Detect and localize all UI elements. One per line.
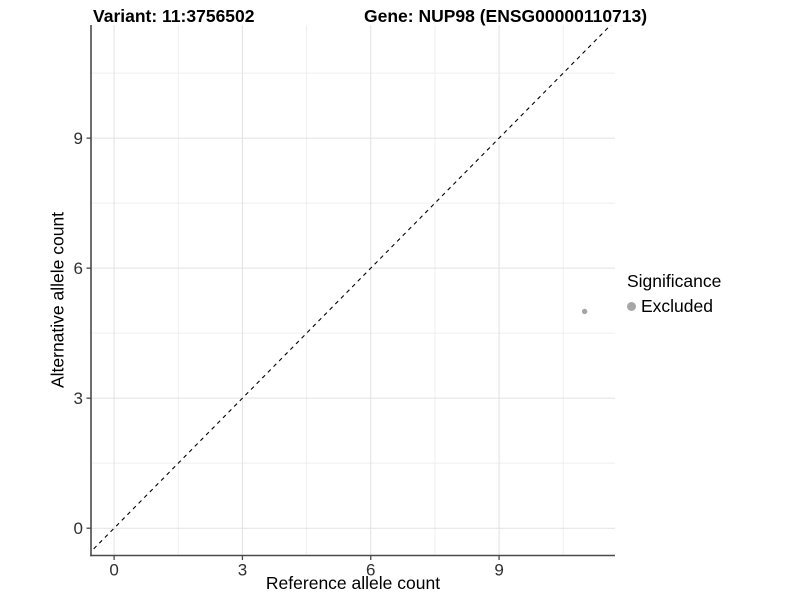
x-tick-label: 6 — [366, 561, 375, 580]
y-tick-label: 9 — [74, 129, 83, 148]
y-axis-title: Alternative allele count — [47, 211, 68, 389]
gene-title: Gene: NUP98 (ENSG00000110713) — [364, 6, 648, 26]
legend-entry-excluded: Excluded — [627, 296, 721, 317]
x-tick-label: 3 — [238, 561, 247, 580]
x-axis-title: Reference allele count — [265, 573, 441, 593]
legend: Significance Excluded — [627, 271, 721, 317]
excluded-point-icon — [627, 302, 636, 311]
y-tick-label: 3 — [74, 389, 83, 408]
y-tick-label: 0 — [74, 519, 83, 538]
x-tick-label: 9 — [494, 561, 503, 580]
data-point — [581, 308, 588, 315]
legend-title: Significance — [627, 271, 722, 291]
x-tick-label: 0 — [109, 561, 118, 580]
y-tick-label: 6 — [74, 259, 83, 278]
identity-line — [91, 25, 612, 553]
legend-entry-label: Excluded — [641, 296, 713, 316]
variant-title: Variant: 11:3756502 — [93, 6, 255, 26]
